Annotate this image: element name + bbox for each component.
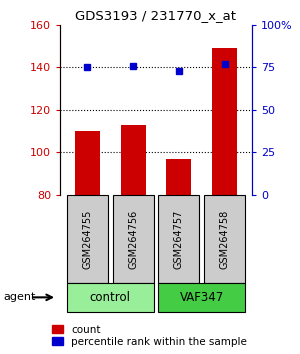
FancyBboxPatch shape <box>158 283 245 312</box>
FancyBboxPatch shape <box>204 195 245 283</box>
Text: VAF347: VAF347 <box>180 291 224 304</box>
Bar <box>166 159 191 195</box>
FancyBboxPatch shape <box>158 195 200 283</box>
Text: GSM264755: GSM264755 <box>82 209 92 269</box>
Bar <box>75 131 100 195</box>
Text: GSM264756: GSM264756 <box>128 209 138 269</box>
Text: GSM264758: GSM264758 <box>220 209 230 269</box>
Text: agent: agent <box>3 292 35 302</box>
FancyBboxPatch shape <box>67 283 154 312</box>
Bar <box>121 125 146 195</box>
Text: GSM264757: GSM264757 <box>174 209 184 269</box>
FancyBboxPatch shape <box>67 195 108 283</box>
Legend: count, percentile rank within the sample: count, percentile rank within the sample <box>50 322 249 349</box>
FancyBboxPatch shape <box>112 195 154 283</box>
Title: GDS3193 / 231770_x_at: GDS3193 / 231770_x_at <box>76 9 236 22</box>
Text: control: control <box>90 291 131 304</box>
Bar <box>212 48 237 195</box>
